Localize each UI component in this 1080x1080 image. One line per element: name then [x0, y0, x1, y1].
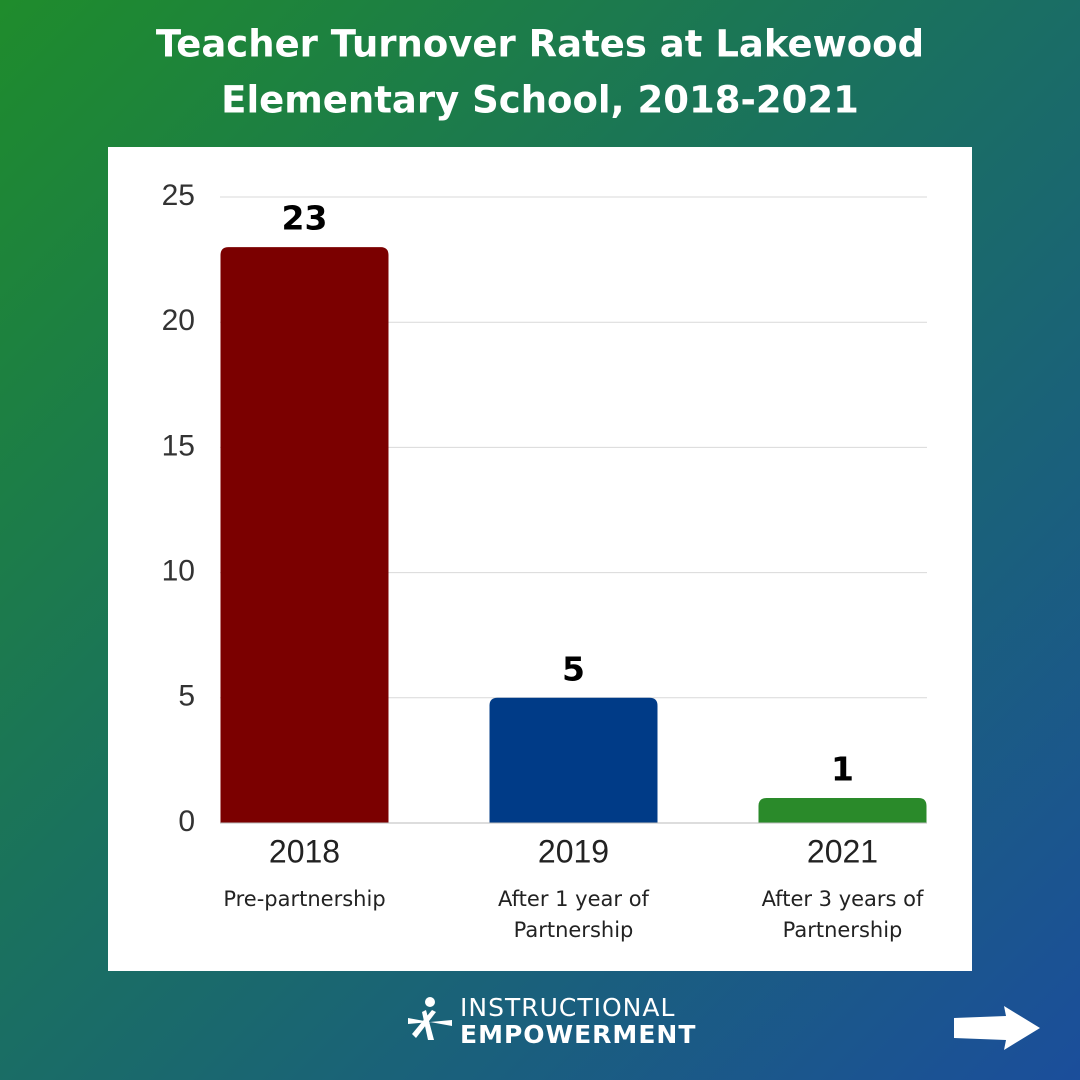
logo-text: INSTRUCTIONAL — [460, 993, 675, 1022]
category-note: After 3 years of — [762, 887, 924, 911]
y-tick-label: 15 — [162, 429, 195, 462]
value-label: 5 — [562, 649, 585, 688]
logo-icon — [408, 997, 452, 1040]
category-note: Pre-partnership — [223, 887, 385, 911]
category-note: Partnership — [783, 918, 903, 942]
bar — [758, 797, 927, 823]
y-tick-label: 20 — [162, 304, 195, 337]
chart-title: Teacher Turnover Rates at Lakewood — [156, 23, 924, 66]
bar — [489, 697, 658, 823]
x-tick-label: 2018 — [269, 833, 340, 869]
category-note: Partnership — [514, 918, 634, 942]
y-tick-label: 5 — [178, 680, 195, 713]
logo: INSTRUCTIONAL EMPOWERMENT — [408, 993, 696, 1049]
value-label: 23 — [282, 199, 328, 238]
y-tick-label: 25 — [162, 179, 195, 212]
value-label: 1 — [831, 749, 854, 788]
x-tick-label: 2019 — [538, 833, 609, 869]
chart-title: Elementary School, 2018-2021 — [221, 79, 859, 122]
bar — [220, 247, 389, 823]
y-tick-label: 0 — [178, 805, 195, 838]
logo-text: EMPOWERMENT — [460, 1020, 696, 1049]
x-tick-label: 2021 — [807, 833, 878, 869]
next-arrow[interactable] — [954, 1006, 1040, 1050]
plot: 0 5 10 15 20 25 23 2018 Pre-partnership 5 2019 Afte… — [162, 179, 927, 942]
category-note: After 1 year of — [498, 887, 650, 911]
y-tick-label: 10 — [162, 555, 195, 588]
